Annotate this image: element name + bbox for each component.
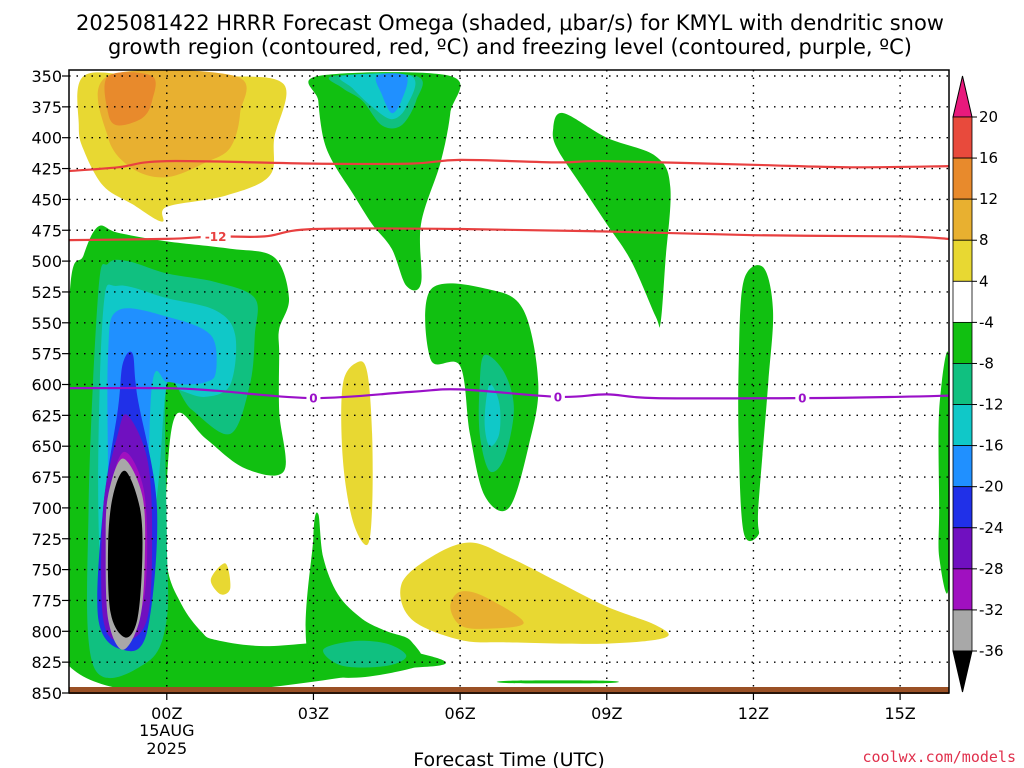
y-tick-label-625: 625	[31, 406, 62, 425]
contour-label-2-1: 0	[554, 390, 562, 404]
omega-region-m8tom4-13	[308, 72, 461, 291]
colorbar-swatch-m12tom8	[952, 363, 973, 405]
credit-link[interactable]: coolwx.com/models	[862, 748, 1016, 766]
y-tick-label-525: 525	[31, 283, 62, 302]
colorbar-swatch-m28tom24	[952, 527, 973, 570]
chart-title-line-1: 2025081422 HRRR Forecast Omega (shaded, …	[76, 11, 944, 35]
omega-region-m12tom8-23	[323, 640, 407, 668]
contour-line-0	[69, 158, 949, 173]
y-tick-label-400: 400	[31, 129, 62, 148]
y-tick-label-675: 675	[31, 468, 62, 487]
omega-region-m20tom16-12	[204, 356, 217, 379]
colorbar-label-13: -36	[979, 642, 1004, 660]
colorbar-swatch-m24tom20	[952, 486, 973, 529]
colorbar-label-2: 12	[979, 190, 998, 208]
omega-region-m20tom16-16	[375, 73, 408, 114]
x-tick-sublabel-year: 2025	[146, 739, 187, 758]
y-tick-label-725: 725	[31, 530, 62, 549]
x-tick-label-12Z: 12Z	[738, 704, 769, 723]
colorbar-label-8: -16	[979, 437, 1004, 455]
colorbar-swatch-m36tom32	[952, 609, 973, 652]
omega-region-m8tom4-22	[305, 512, 424, 678]
omega-region-m8tom4-28	[938, 351, 949, 594]
colorbar-swatch-m20tom16	[952, 445, 973, 488]
colorbar-label-1: 16	[979, 149, 998, 167]
x-tick-label-09Z: 09Z	[591, 704, 622, 723]
x-tick-label-06Z: 06Z	[444, 704, 475, 723]
colorbar-label-5: -4	[979, 313, 994, 331]
colorbar-swatch-m32tom28	[952, 568, 973, 611]
chart-title-line-2: growth region (contoured, red, ºC) and f…	[108, 35, 912, 59]
omega-region-ltm36-11	[107, 470, 143, 638]
y-tick-label-500: 500	[31, 252, 62, 271]
colorbar-swatch-m4to4	[952, 280, 973, 323]
omega-region-m8tom4-21	[552, 112, 671, 328]
y-tick-label-350: 350	[31, 67, 62, 86]
colorbar-label-0: 20	[979, 108, 998, 126]
omega-region-m8tom4-29	[496, 680, 620, 684]
colorbar-label-4: 4	[979, 272, 989, 290]
colorbar: 20 16 12 8 4 -4 -8 -12 -16 -20 -24 -28 -32 -36	[952, 75, 1004, 693]
y-tick-label-775: 775	[31, 591, 62, 610]
y-tick-label-650: 650	[31, 437, 62, 456]
contours-layer: -12 0 0 0	[69, 158, 949, 406]
x-tick-label-00Z: 00Z	[151, 704, 182, 723]
colorbar-label-9: -20	[979, 478, 1004, 496]
ground-strip	[69, 687, 949, 694]
y-tick-label-825: 825	[31, 653, 62, 672]
y-tick-label-450: 450	[31, 190, 62, 209]
omega-region-8to12-26	[450, 591, 524, 629]
omega-region-m16tom12-20	[484, 384, 501, 447]
x-axis-title: Forecast Time (UTC)	[413, 749, 604, 768]
y-tick-label-800: 800	[31, 622, 62, 641]
x-tick-sublabel-date: 15AUG	[139, 721, 194, 740]
y-tick-label-850: 850	[31, 684, 62, 703]
contour-label-bg-2-1	[550, 389, 565, 404]
y-tick-label-750: 750	[31, 561, 62, 580]
omega-region-4to8-17	[341, 361, 373, 546]
omega-region-m8tom4-27	[738, 265, 774, 542]
y-tick-label-375: 375	[31, 98, 62, 117]
omega-region-4to8-24	[210, 563, 231, 595]
colorbar-label-3: 8	[979, 231, 989, 249]
colorbar-bottom-arrow	[952, 650, 973, 693]
colorbar-label-12: -32	[979, 601, 1004, 619]
colorbar-label-11: -28	[979, 560, 1004, 578]
colorbar-swatch-12to16	[952, 157, 973, 200]
contour-label-2-0: 0	[309, 392, 317, 406]
plot-frame	[68, 69, 950, 694]
y-tick-label-550: 550	[31, 314, 62, 333]
colorbar-label-6: -8	[979, 354, 994, 372]
y-tick-label-425: 425	[31, 160, 62, 179]
colorbar-label-7: -12	[979, 396, 1004, 414]
y-tick-label-600: 600	[31, 376, 62, 395]
contour-label-bg-2-2	[795, 391, 810, 406]
x-tick-label-03Z: 03Z	[298, 704, 329, 723]
contour-label-bg-1-0	[200, 229, 231, 244]
colorbar-swatch-m8tom4	[952, 321, 973, 364]
colorbar-top-arrow	[952, 75, 973, 118]
y-tick-label-700: 700	[31, 499, 62, 518]
x-tick-label-15Z: 15Z	[884, 704, 915, 723]
colorbar-swatch-16to20	[952, 116, 973, 159]
y-tick-label-475: 475	[31, 221, 62, 240]
contour-label-bg-2-0	[306, 391, 321, 406]
colorbar-label-10: -24	[979, 519, 1004, 537]
colorbar-swatch-8to12	[952, 198, 973, 241]
y-tick-label-575: 575	[31, 345, 62, 364]
contour-label-1-0: -12	[205, 230, 227, 244]
colorbar-swatch-4to8	[952, 239, 973, 282]
y-axis: 350 375 400 425 450 475 500 525 550 575 600 625 650 6…	[31, 67, 69, 703]
omega-region-12to16-2	[104, 72, 156, 126]
colorbar-swatch-m16tom12	[952, 404, 973, 447]
contour-label-2-2: 0	[798, 392, 806, 406]
omega-shading-layer	[69, 70, 949, 693]
